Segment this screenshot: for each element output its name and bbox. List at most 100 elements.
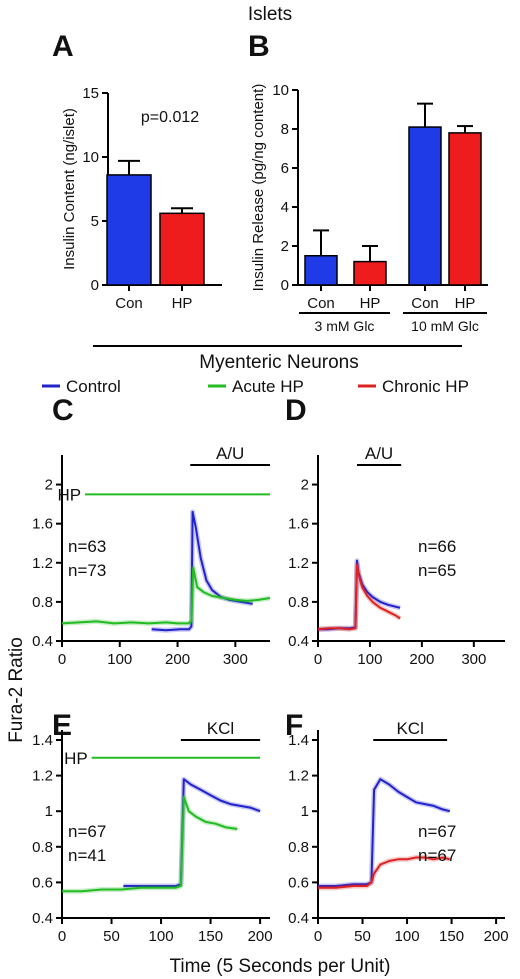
bar-a-0 <box>106 174 152 286</box>
x-tick-label-c-2: 200 <box>165 651 190 668</box>
y-tick-label-a-1: 5 <box>91 213 99 230</box>
n-label-f-1: n=67 <box>418 846 456 865</box>
stimulus-label-d-0: A/U <box>365 444 393 463</box>
bar-b-1 <box>353 260 387 286</box>
y-tick-label-b-1: 2 <box>281 238 289 255</box>
panel-letter-f: F <box>285 709 303 742</box>
panel-letter-e: E <box>52 709 72 742</box>
chart-panel-d: 0.4 0.8 1.2 1.6 2 0 100 200 300 A/U n=66 n=65 <box>288 444 505 668</box>
bar-b-2 <box>408 126 442 286</box>
y-tick-label-f-5: 1.4 <box>288 732 309 749</box>
y-tick-label-e-4: 1.2 <box>32 768 53 785</box>
x-axis-label-time: Time (5 Seconds per Unit) <box>169 956 390 977</box>
y-tick-label-b-4: 8 <box>281 121 289 138</box>
legend-label-acute-hp: Acute HP <box>232 377 304 396</box>
n-label-c-1: n=73 <box>68 561 106 580</box>
x-tick-label-a-0: Con <box>115 295 143 312</box>
n-label-d-0: n=66 <box>418 537 456 556</box>
panel-letter-c: C <box>52 394 74 427</box>
stimulus-label-f-0: KCl <box>396 719 423 738</box>
x-tick-label-e-3: 150 <box>198 928 223 945</box>
legend-label-control: Control <box>66 377 121 396</box>
x-tick-label-a-1: HP <box>172 295 193 312</box>
y-tick-label-f-2: 0.8 <box>288 839 309 856</box>
x-tick-label-e-4: 200 <box>248 928 273 945</box>
x-tick-label-d-0: 0 <box>314 651 322 668</box>
x-tick-label-f-1: 50 <box>354 928 371 945</box>
n-label-e-1: n=41 <box>68 846 106 865</box>
x-tick-label-c-0: 0 <box>58 651 66 668</box>
y-axis-label-b: Insulin Release (pg/ng content) <box>250 84 267 292</box>
y-tick-label-d-0: 0.4 <box>288 633 309 650</box>
bar-a-1 <box>159 212 205 286</box>
chart-panel-c: 0.4 0.8 1.2 1.6 2 0 100 200 300 A/U HP n=63 n=73 <box>32 444 271 668</box>
y-tick-label-d-1: 0.8 <box>288 594 309 611</box>
panel-letter-a: A <box>52 30 74 63</box>
y-tick-label-e-1: 0.6 <box>32 874 53 891</box>
x-tick-label-b-3: HP <box>455 295 476 312</box>
panel-letter-b: B <box>248 30 270 63</box>
stimulus-label-c-0: A/U <box>216 444 244 463</box>
p-value-annotation: p=0.012 <box>141 109 199 126</box>
chart-panel-f: 0.4 0.6 0.8 1 1.2 1.4 0 50 100 150 200 KCl n=67 n=67 <box>288 719 508 945</box>
y-tick-label-e-0: 0.4 <box>32 910 53 927</box>
y-tick-label-d-2: 1.2 <box>288 555 309 572</box>
n-label-e-0: n=67 <box>68 822 106 841</box>
x-tick-label-c-1: 100 <box>107 651 132 668</box>
y-tick-label-b-0: 0 <box>281 277 289 294</box>
x-tick-label-f-4: 200 <box>484 928 509 945</box>
series-line-e-1 <box>62 796 238 893</box>
y-tick-label-c-0: 0.4 <box>32 633 53 650</box>
x-tick-label-b-1: HP <box>360 295 381 312</box>
y-tick-label-b-3: 6 <box>281 160 289 177</box>
x-tick-label-c-3: 300 <box>223 651 248 668</box>
stimulus-label-c-1: HP <box>57 485 81 504</box>
x-tick-label-e-0: 0 <box>58 928 66 945</box>
x-tick-label-b-0: Con <box>307 295 335 312</box>
series-line-c-1 <box>61 566 271 625</box>
y-tick-label-c-4: 2 <box>45 477 53 494</box>
y-tick-label-d-4: 2 <box>301 477 309 494</box>
bar-b-0 <box>304 255 338 286</box>
legend: Control Acute HP Chronic HP <box>42 377 469 396</box>
y-tick-label-d-3: 1.6 <box>288 516 309 533</box>
panel-letter-d: D <box>285 394 307 427</box>
y-tick-label-c-3: 1.6 <box>32 516 53 533</box>
y-tick-label-f-3: 1 <box>301 803 309 820</box>
series-band-e-0 <box>123 776 261 889</box>
section-title: Myenteric Neurons <box>199 352 358 373</box>
legend-label-chronic-hp: Chronic HP <box>382 377 469 396</box>
x-tick-label-f-3: 150 <box>439 928 464 945</box>
n-label-c-0: n=63 <box>68 537 106 556</box>
y-tick-label-f-4: 1.2 <box>288 768 309 785</box>
y-axis-label-a: Insulin Content (ng/islet) <box>61 108 78 270</box>
series-line-d-1 <box>317 563 401 631</box>
y-tick-label-c-2: 1.2 <box>32 555 53 572</box>
x-tick-label-f-0: 0 <box>314 928 322 945</box>
y-tick-label-a-2: 10 <box>82 149 99 166</box>
group-label-1: 10 mM Glc <box>411 318 479 334</box>
top-title: Islets <box>248 4 292 25</box>
x-tick-label-d-3: 300 <box>461 651 486 668</box>
x-tick-label-d-2: 200 <box>409 651 434 668</box>
x-tick-label-e-1: 50 <box>103 928 120 945</box>
y-tick-label-f-1: 0.6 <box>288 874 309 891</box>
series-band-e-1 <box>62 794 238 894</box>
y-tick-label-b-5: 10 <box>272 82 289 99</box>
x-tick-label-d-1: 100 <box>357 651 382 668</box>
series-band-c-0 <box>151 509 254 633</box>
stimulus-label-e-0: KCl <box>207 719 234 738</box>
x-tick-label-e-2: 100 <box>149 928 174 945</box>
y-axis-label-fura2: Fura-2 Ratio <box>6 637 27 743</box>
y-tick-label-f-0: 0.4 <box>288 910 309 927</box>
y-tick-label-a-3: 15 <box>82 85 99 102</box>
y-tick-label-c-1: 0.8 <box>32 594 53 611</box>
chart-panel-b: 0 2 4 6 8 10 Insulin Release (pg/ng content) Co… <box>250 82 488 334</box>
series-line-f-0 <box>318 778 451 887</box>
n-label-d-1: n=65 <box>418 561 456 580</box>
y-tick-label-e-5: 1.4 <box>32 732 53 749</box>
n-label-f-0: n=67 <box>418 822 456 841</box>
y-tick-label-e-2: 0.8 <box>32 839 53 856</box>
